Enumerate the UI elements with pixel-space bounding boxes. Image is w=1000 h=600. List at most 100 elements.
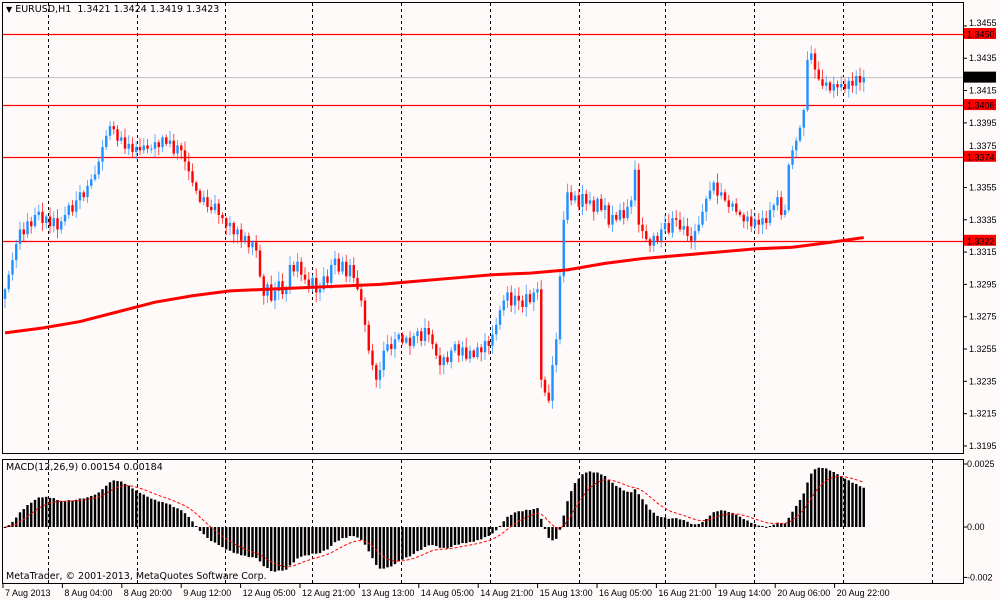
macd-bar <box>15 517 18 527</box>
macd-bar <box>371 527 374 559</box>
bear-candle <box>735 203 738 212</box>
candles <box>3 45 865 409</box>
bear-candle <box>716 182 719 196</box>
bear-candle <box>528 294 532 303</box>
macd-bar <box>517 511 520 527</box>
bear-candle <box>157 142 160 148</box>
macd-bar <box>195 525 198 527</box>
macd-bar <box>633 489 637 527</box>
macd-bar <box>851 482 854 527</box>
bear-candle <box>521 300 524 308</box>
macd-bar <box>30 502 33 527</box>
bear-candle <box>836 84 839 88</box>
macd-bar <box>41 497 44 527</box>
macd-bar <box>862 487 865 527</box>
macd-bar <box>120 481 123 527</box>
bear-candle <box>592 200 595 212</box>
bull-candle <box>75 200 78 212</box>
bear-candle <box>262 276 265 296</box>
bear-candle <box>303 274 307 280</box>
bull-candle <box>273 290 277 301</box>
macd-bar <box>607 480 610 527</box>
macd-bar <box>90 495 93 527</box>
bull-candle <box>86 185 89 198</box>
bull-candle <box>288 265 292 290</box>
bull-candle <box>108 126 112 136</box>
macd-bar <box>386 527 389 568</box>
bull-candle <box>596 198 599 212</box>
macd-bar <box>671 518 674 527</box>
bull-candle <box>697 224 700 232</box>
bull-candle <box>581 193 584 207</box>
macd-bar <box>648 509 652 527</box>
macd-bar <box>562 515 565 527</box>
macd-bar <box>588 471 592 527</box>
bull-candle <box>776 197 779 206</box>
bear-candle <box>41 211 44 224</box>
bull-candle <box>783 210 787 215</box>
x-tick-label: 15 Aug 13:00 <box>540 588 593 598</box>
bull-candle <box>442 357 445 366</box>
bull-candle <box>60 221 63 230</box>
macd-bar <box>78 498 82 527</box>
macd-bar <box>442 527 445 548</box>
macd-bar <box>333 527 337 543</box>
bull-candle <box>15 244 18 261</box>
macd-bar <box>783 523 787 527</box>
bear-candle <box>780 197 783 215</box>
macd-bar <box>60 500 63 527</box>
macd-bar <box>825 468 828 527</box>
macd-bar <box>450 527 453 548</box>
macd-bar <box>427 527 430 546</box>
bear-candle <box>352 265 355 278</box>
macd-bar <box>525 509 528 527</box>
bull-candle <box>416 331 419 337</box>
macd-bar <box>817 467 820 527</box>
bull-candle <box>142 145 145 151</box>
triangle-down-icon[interactable]: ▼ <box>6 5 13 14</box>
macd-bar <box>461 527 464 544</box>
macd-bar <box>622 490 625 527</box>
macd-bar <box>487 527 490 536</box>
bear-candle <box>757 219 760 225</box>
bear-candle <box>172 140 175 154</box>
bull-candle <box>52 218 55 227</box>
macd-bar <box>116 480 119 527</box>
bull-candle <box>787 164 790 211</box>
macd-bar <box>513 512 517 527</box>
bull-candle <box>318 289 322 293</box>
copyright-text: MetaTrader, © 2001-2013, MetaQuotes Soft… <box>6 571 267 582</box>
macd-bar <box>168 504 172 527</box>
bear-candle <box>723 192 727 201</box>
bear-candle <box>427 328 430 335</box>
bull-candle <box>213 203 217 211</box>
bull-candle <box>296 261 299 272</box>
bull-candle <box>506 292 509 301</box>
macd-bar <box>322 527 325 551</box>
x-tick-label: 14 Aug 21:00 <box>480 588 533 598</box>
bull-candle <box>618 210 622 220</box>
bull-candle <box>63 214 67 222</box>
bull-candle <box>806 59 809 110</box>
bear-candle <box>363 300 367 325</box>
macd-bar <box>401 527 404 560</box>
ohlc-label: 1.3421 1.3424 1.3419 1.3423 <box>77 4 220 15</box>
bear-candle <box>198 190 202 203</box>
macd-bar <box>858 486 862 527</box>
macd-bar <box>435 527 438 547</box>
bull-candle <box>311 277 314 288</box>
macd-bar <box>438 527 442 548</box>
macd-bar <box>352 527 355 537</box>
bear-candle <box>183 150 187 162</box>
macd-bar <box>457 527 460 545</box>
bull-candle <box>795 140 798 151</box>
bull-candle <box>386 344 389 351</box>
macd-bar <box>618 487 622 527</box>
macd-bar <box>806 482 809 527</box>
macd-bar <box>93 494 97 527</box>
bear-candle <box>690 235 693 241</box>
macd-bar <box>382 527 385 569</box>
bull-candle <box>153 142 157 149</box>
macd-bar <box>266 527 269 569</box>
